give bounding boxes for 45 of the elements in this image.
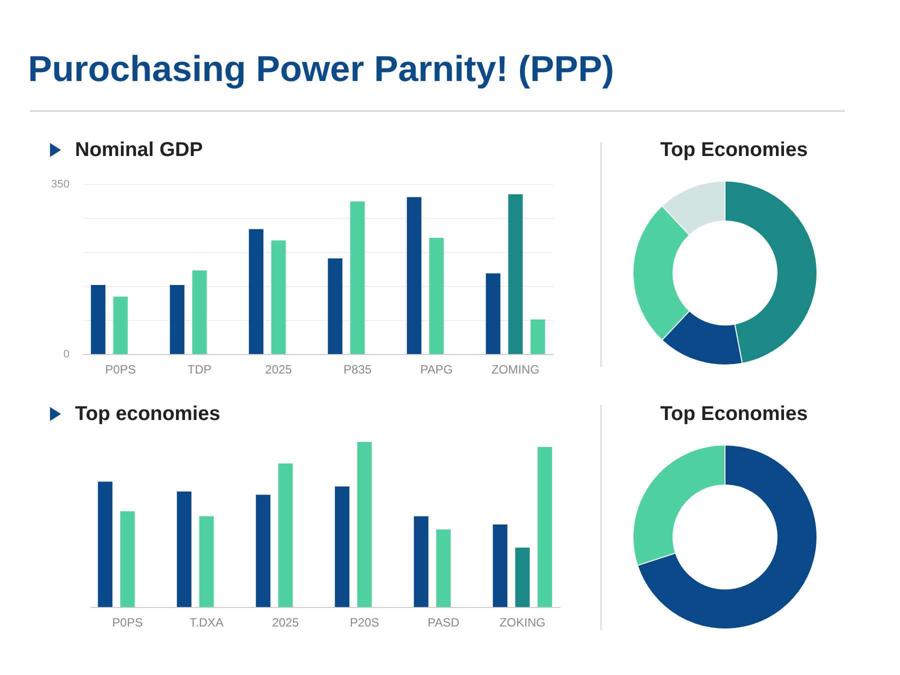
- x-tick-label: 2025: [272, 616, 300, 630]
- bar: [120, 511, 135, 607]
- bar: [113, 296, 128, 354]
- bar: [414, 516, 428, 607]
- bar: [271, 240, 286, 354]
- chart-title: Purochasing Power Parnity! (PPP): [28, 48, 614, 90]
- bar: [508, 194, 523, 354]
- bar: [350, 201, 365, 354]
- bar: [538, 446, 552, 607]
- bar: [170, 285, 184, 354]
- bar: [256, 494, 270, 607]
- bar: [334, 486, 350, 607]
- bar: [248, 229, 264, 354]
- chart-subtitle: Nominal GDP: [75, 138, 203, 162]
- x-tick-label: P0PS: [105, 362, 136, 376]
- chart-title: Top Economies: [660, 402, 808, 426]
- x-tick-label: 2025: [265, 362, 292, 376]
- x-tick-label: T.DXA: [190, 616, 224, 630]
- bar: [492, 524, 508, 607]
- chart-title: Top Economies: [660, 138, 808, 162]
- bar: [486, 273, 500, 354]
- bar: [98, 482, 112, 607]
- bar: [199, 516, 214, 607]
- x-tick-label: P0PS: [112, 616, 143, 630]
- bar: [436, 529, 451, 607]
- bar: [429, 238, 444, 354]
- bar: [278, 463, 293, 607]
- x-tick-label: TDP: [188, 362, 212, 376]
- x-tick-label: P20S: [350, 616, 380, 630]
- x-tick-label: ZOMING: [491, 362, 540, 376]
- x-tick-label: PASD: [428, 616, 460, 630]
- bar: [192, 270, 207, 354]
- bar: [328, 258, 342, 354]
- bar: [357, 442, 372, 607]
- y-tick-label: 350: [51, 178, 70, 190]
- y-tick-label: 0: [63, 348, 70, 360]
- bar: [515, 548, 530, 607]
- x-tick-label: PAPG: [420, 362, 453, 376]
- x-tick-label: P835: [343, 362, 372, 376]
- bar: [90, 285, 106, 354]
- bar: [530, 320, 546, 354]
- x-tick-label: ZOKING: [499, 616, 546, 630]
- bar: [176, 492, 192, 607]
- chart-title: Top economies: [75, 402, 220, 426]
- bar: [406, 197, 422, 354]
